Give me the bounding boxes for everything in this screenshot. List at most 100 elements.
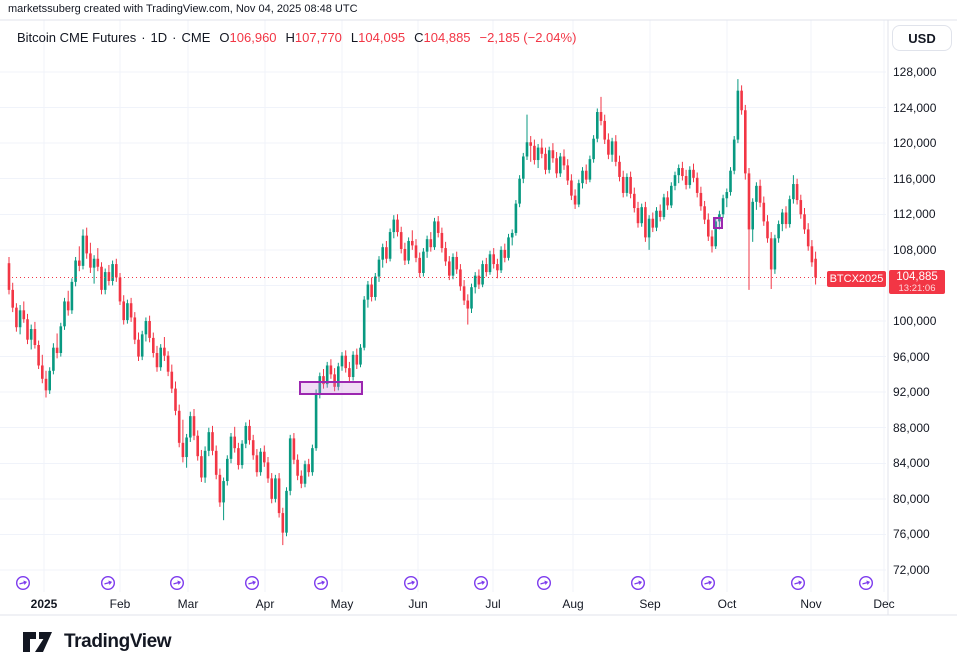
candle-body: [296, 459, 299, 476]
price-tick-label: 84,000: [893, 456, 930, 471]
candle-body: [725, 192, 729, 199]
contract-roll-icon[interactable]: [313, 575, 329, 591]
roll-arrow: [794, 580, 803, 585]
candle-body: [285, 490, 288, 533]
contract-roll-icon[interactable]: [858, 575, 874, 591]
candle-body: [170, 371, 174, 389]
symbol-legend[interactable]: Bitcoin CME Futures · 1D · CME O106,960 …: [17, 30, 576, 45]
candle-body: [174, 388, 177, 411]
symbol-title: Bitcoin CME Futures: [17, 30, 137, 45]
candle-body: [610, 141, 614, 155]
candle-body: [340, 355, 344, 367]
contract-tag: BTCX2025: [827, 271, 886, 287]
candle-body: [677, 168, 680, 176]
footer: TradingView: [22, 630, 172, 654]
contract-roll-icon[interactable]: [100, 575, 116, 591]
candle-body: [277, 478, 281, 514]
candle-body: [596, 112, 599, 139]
candle-body: [377, 259, 381, 277]
grid-lines: [0, 20, 886, 592]
interval-label: 1D: [150, 30, 168, 45]
attribution-text: marketssuberg created with TradingView.c…: [8, 3, 358, 15]
contract-roll-icon[interactable]: [790, 575, 806, 591]
price-scale[interactable]: 128,000 124,000 120,000 116,000 112,000 108,0…: [888, 20, 957, 615]
candle-body: [507, 237, 510, 258]
roll-arrow-head: [321, 580, 326, 585]
contract-roll-icon[interactable]: [700, 575, 716, 591]
candle-body: [529, 142, 532, 146]
drawing-rectangle[interactable]: [713, 217, 723, 229]
roll-arrow-head: [177, 580, 182, 585]
exchange-label: CME: [181, 30, 211, 45]
contract-roll-icon[interactable]: [15, 575, 31, 591]
candle-body: [385, 247, 388, 259]
roll-arrow-head: [411, 580, 416, 585]
candle-body: [122, 301, 125, 321]
candle-body: [192, 416, 196, 436]
candle-body: [263, 451, 266, 463]
candle-body: [762, 202, 766, 222]
candle-body: [329, 365, 333, 375]
candle-body: [281, 513, 285, 533]
candle-body: [266, 462, 270, 479]
price-tick-label: 76,000: [893, 527, 930, 542]
candle-body: [603, 120, 606, 140]
drawing-rectangle[interactable]: [299, 381, 363, 395]
candle-body: [525, 142, 529, 157]
candle-body: [788, 199, 791, 225]
price-tick-label: 116,000: [893, 171, 936, 186]
price-tick-label: 108,000: [893, 242, 937, 257]
candle-body: [103, 272, 107, 290]
roll-arrow-head: [798, 580, 803, 585]
candle-body: [510, 232, 514, 238]
candle-body: [270, 478, 273, 499]
price-tick-label: 120,000: [893, 136, 937, 151]
candle-body: [81, 235, 85, 266]
candle-body: [44, 378, 48, 391]
time-scale[interactable]: 2025 Feb Mar Apr May Jun Jul Aug Sep Oct Nov Dec: [0, 592, 957, 615]
change-label: −2,185 (−2.04%): [479, 30, 577, 45]
candle-body: [707, 219, 710, 237]
price-countdown: 13:21:06: [898, 283, 936, 294]
candle-body: [189, 416, 192, 438]
candle-body: [388, 232, 392, 259]
candle-body: [655, 210, 658, 228]
contract-roll-icon[interactable]: [536, 575, 552, 591]
candle-body: [577, 183, 581, 205]
time-tick-label: May: [330, 597, 354, 611]
candle-body: [85, 235, 88, 254]
candle-body: [625, 176, 629, 193]
candle-body: [411, 240, 414, 246]
candle-series: [7, 79, 817, 546]
contract-roll-icon[interactable]: [403, 575, 419, 591]
roll-arrow-head: [252, 580, 257, 585]
candle-body: [63, 301, 66, 327]
candle-body: [207, 432, 211, 451]
time-tick-label: Jun: [408, 597, 428, 611]
ohlc-open: O106,960: [219, 30, 277, 45]
candle-body: [337, 366, 340, 387]
roll-arrow-head: [23, 580, 28, 585]
roll-arrow: [540, 580, 549, 585]
tradingview-wordmark: TradingView: [64, 631, 172, 652]
time-tick-label: Oct: [717, 597, 737, 611]
candle-body: [222, 481, 225, 503]
candle-body: [740, 90, 743, 111]
contract-roll-icon[interactable]: [630, 575, 646, 591]
contract-roll-icon[interactable]: [244, 575, 260, 591]
candle-body: [670, 185, 673, 206]
candle-body: [436, 221, 440, 233]
roll-arrow-shaft: [173, 581, 180, 585]
candle-body: [126, 303, 129, 321]
contract-roll-icon[interactable]: [473, 575, 489, 591]
candle-body: [766, 221, 769, 239]
time-tick-label: 2025: [30, 597, 58, 611]
contract-roll-icon[interactable]: [169, 575, 185, 591]
roll-arrow: [248, 580, 257, 585]
candle-body: [503, 249, 507, 258]
candle-body: [607, 139, 610, 155]
candle-body: [107, 272, 111, 281]
currency-button[interactable]: USD: [892, 25, 952, 51]
candle-body: [636, 208, 640, 224]
